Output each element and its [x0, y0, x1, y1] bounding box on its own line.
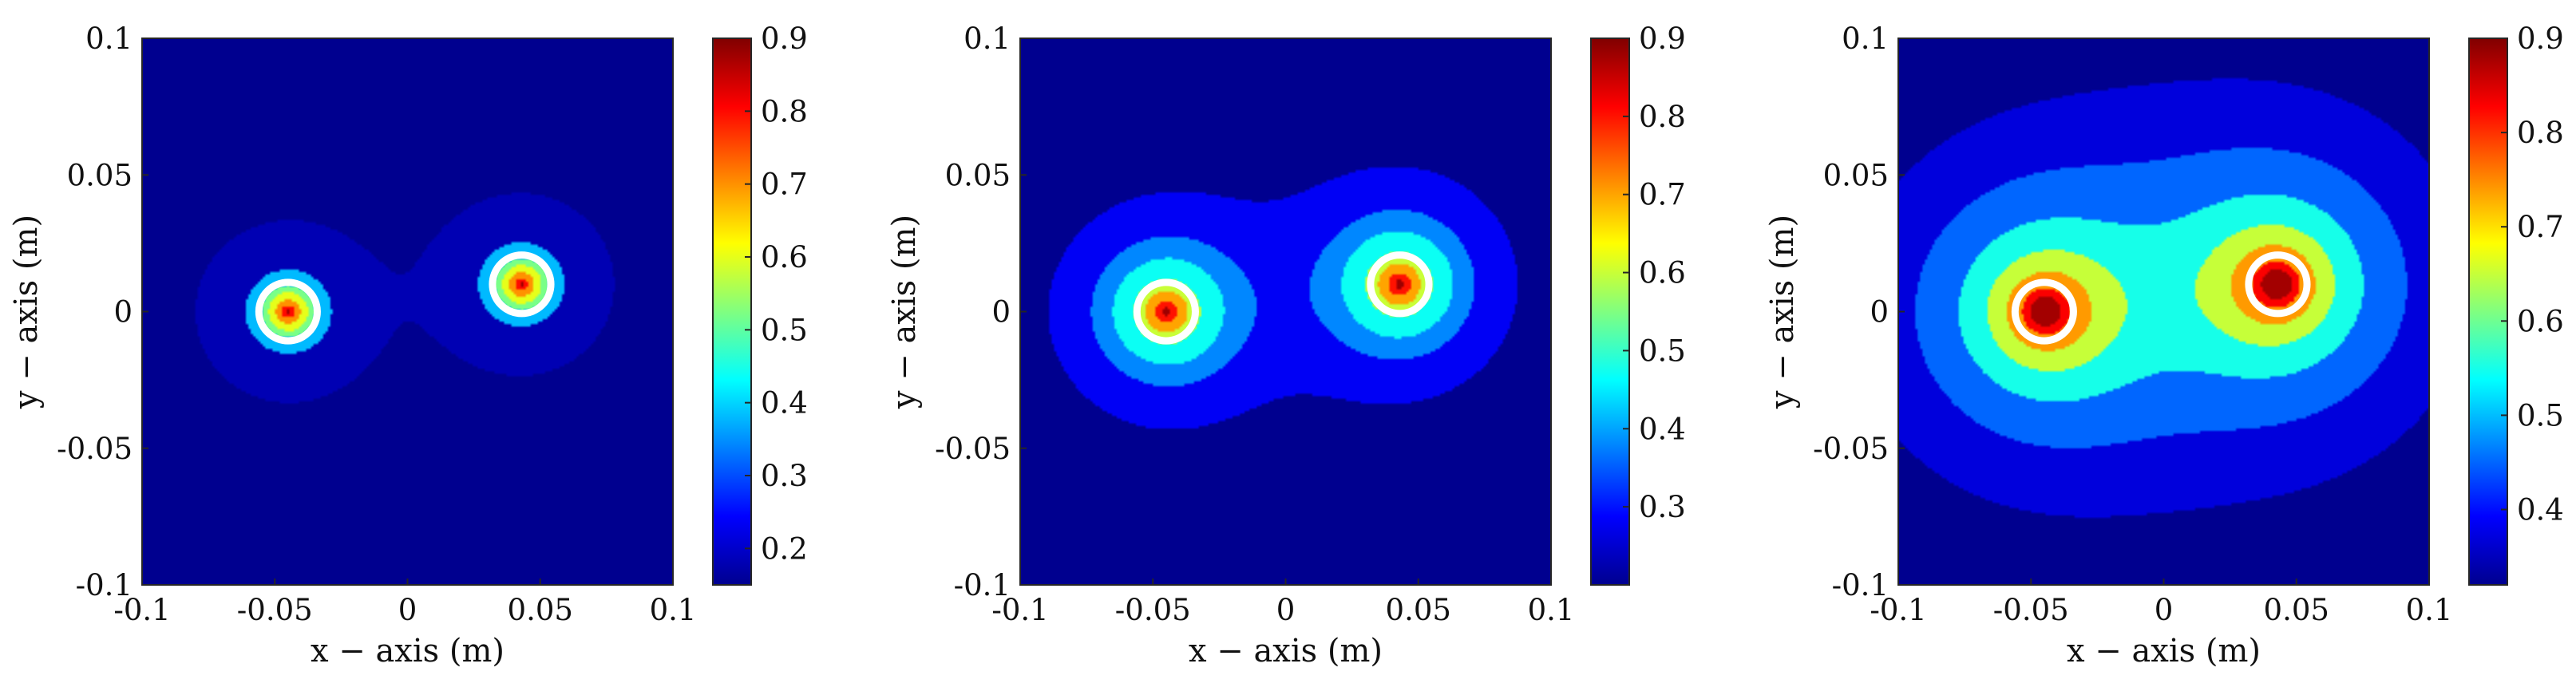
x-tick-labels: -0.1 -0.05 0 0.05 0.1	[991, 579, 1574, 627]
colorbar-tick-label: 0.8	[2517, 116, 2564, 150]
x-tick-label: -0.1	[113, 593, 170, 627]
heatmap-layer	[142, 38, 673, 585]
colorbar-tick-label: 0.3	[761, 459, 808, 493]
x-tick-label: -0.05	[1115, 593, 1191, 627]
x-tick-labels: -0.1 -0.05 0 0.05 0.1	[1870, 579, 2452, 627]
heatmap-layer	[1020, 38, 1551, 585]
colorbar-tick-label: 0.4	[2517, 493, 2564, 527]
colorbar-tick-label: 0.9	[2517, 22, 2564, 56]
x-tick-label: 0	[1276, 593, 1296, 627]
x-tick-label: 0.1	[2406, 593, 2453, 627]
y-tick-label: -0.05	[57, 432, 133, 466]
source-ring-2	[489, 251, 555, 318]
heatmap-image	[142, 38, 673, 585]
y-tick-label: -0.1	[1832, 568, 1889, 602]
colorbar-gradient	[1590, 38, 1630, 586]
x-tick-labels: -0.1 -0.05 0 0.05 0.1	[113, 579, 696, 627]
colorbar-tick-label: 0.4	[1639, 412, 1686, 446]
y-tick-label: -0.1	[954, 568, 1011, 602]
x-axis-label: x − axis (m)	[311, 633, 505, 669]
y-tick-label: -0.1	[76, 568, 133, 602]
y-tick-label: -0.05	[1813, 432, 1889, 466]
y-tick-label: -0.05	[935, 432, 1011, 466]
source-rings	[2011, 251, 2311, 345]
colorbar-tick-label: 0.6	[761, 240, 808, 274]
panel-1: -0.1 -0.05 0 0.05 0.1 -0.1 -0.05 0 0.05 0.1 x − …	[8, 22, 808, 669]
colorbar-tick-label: 0.7	[761, 168, 808, 202]
y-tick-label: 0.1	[1842, 22, 1889, 56]
colorbar-tick-label: 0.2	[761, 531, 808, 566]
colorbar-tick-label: 0.5	[1639, 334, 1686, 368]
y-axis-label: y − axis (m)	[8, 215, 45, 409]
colorbar-tick-label: 0.7	[2517, 210, 2564, 244]
source-rings	[1133, 251, 1433, 345]
colorbar-tick-label: 0.5	[2517, 398, 2564, 432]
x-axis-label: x − axis (m)	[1189, 633, 1383, 669]
y-tick-label: 0.05	[1823, 158, 1889, 192]
y-tick-label: 0.1	[85, 22, 133, 56]
y-tick-labels: -0.1 -0.05 0 0.05 0.1	[57, 22, 148, 602]
colorbar-tick-label: 0.3	[1639, 490, 1686, 524]
colorbar-tick-labels: 0.4 0.5 0.6 0.7 0.8 0.9	[2501, 22, 2564, 527]
y-tick-labels: -0.1 -0.05 0 0.05 0.1	[935, 22, 1027, 602]
heatmap-layer	[1898, 38, 2429, 585]
colorbar-tick-label: 0.6	[1639, 256, 1686, 290]
source-ring-1	[2011, 278, 2077, 345]
x-tick-label: -0.1	[991, 593, 1048, 627]
y-axis-label: y − axis (m)	[886, 215, 923, 409]
y-tick-label: 0	[113, 295, 133, 330]
colorbar-tick-label: 0.9	[761, 22, 808, 56]
colorbar-tick-label: 0.5	[761, 313, 808, 347]
x-tick-label: 0.05	[1386, 593, 1451, 627]
y-tick-label: 0	[1870, 295, 1889, 330]
x-axis-label: x − axis (m)	[2067, 633, 2261, 669]
source-ring-2	[1367, 251, 1433, 318]
y-tick-label: 0.1	[964, 22, 1011, 56]
colorbar-tick-label: 0.7	[1639, 178, 1686, 212]
x-tick-label: -0.05	[237, 593, 313, 627]
x-tick-label: -0.1	[1870, 593, 1926, 627]
source-ring-1	[1133, 278, 1199, 345]
colorbar-tick-label: 0.6	[2517, 304, 2564, 338]
x-tick-label: 0.1	[1528, 593, 1575, 627]
y-tick-label: 0	[991, 295, 1011, 330]
y-axis-label: y − axis (m)	[1764, 215, 1801, 409]
y-tick-label: 0.05	[67, 158, 133, 192]
colorbar-tick-labels: 0.3 0.4 0.5 0.6 0.7 0.8 0.9	[1623, 22, 1686, 524]
colorbar-tick-label: 0.8	[761, 94, 808, 128]
colorbar-gradient	[2468, 38, 2508, 586]
colorbar-tick-label: 0.4	[761, 386, 808, 421]
x-tick-label: 0.1	[650, 593, 697, 627]
x-tick-label: 0	[2155, 593, 2174, 627]
heatmap-image	[1020, 38, 1551, 585]
source-ring-1	[255, 278, 321, 345]
colorbar	[2468, 38, 2508, 586]
y-tick-label: 0.05	[945, 158, 1011, 192]
colorbar-tick-labels: 0.2 0.3 0.4 0.5 0.6 0.7 0.8 0.9	[745, 22, 808, 566]
x-tick-label: -0.05	[1993, 593, 2069, 627]
x-tick-label: 0.05	[2264, 593, 2329, 627]
colorbar	[1590, 38, 1630, 586]
heatmap-image	[1898, 38, 2429, 585]
source-ring-2	[2245, 251, 2311, 318]
colorbar-tick-label: 0.8	[1639, 100, 1686, 134]
colorbar-tick-label: 0.9	[1639, 22, 1686, 56]
panel-2: -0.1 -0.05 0 0.05 0.1 -0.1 -0.05 0 0.05 0.1 x − …	[886, 22, 1686, 669]
y-tick-labels: -0.1 -0.05 0 0.05 0.1	[1813, 22, 1905, 602]
source-rings	[255, 251, 555, 345]
colorbar-gradient	[712, 38, 752, 586]
x-tick-label: 0	[398, 593, 417, 627]
colorbar	[712, 38, 752, 586]
panel-3: -0.1 -0.05 0 0.05 0.1 -0.1 -0.05 0 0.05 0.1 x − …	[1764, 22, 2564, 669]
x-tick-label: 0.05	[508, 593, 573, 627]
